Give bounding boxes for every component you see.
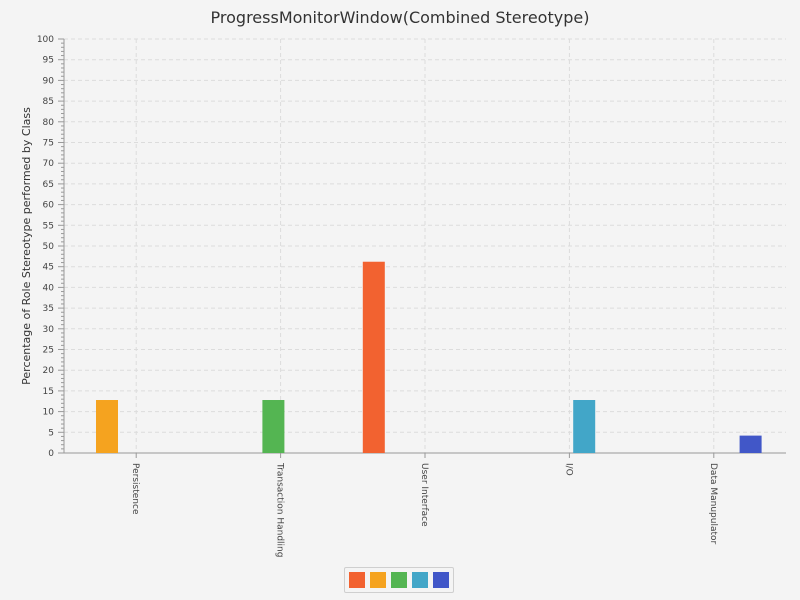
- bar: [262, 400, 285, 453]
- y-tick-label: 100: [37, 35, 54, 45]
- legend-swatch: [391, 572, 407, 588]
- y-tick-label: 10: [43, 408, 55, 418]
- x-tick-label: User Interface: [419, 463, 429, 527]
- y-tick-label: 95: [43, 56, 54, 66]
- y-tick-label: 30: [43, 325, 55, 335]
- y-tick-label: 80: [43, 118, 55, 128]
- y-tick-label: 25: [43, 346, 54, 356]
- bar: [96, 400, 118, 453]
- y-axis-title: Percentage of Role Stereotype performed …: [20, 107, 33, 385]
- y-tick-label: 55: [43, 221, 54, 231]
- legend-swatch: [412, 572, 428, 588]
- y-tick-label: 50: [43, 242, 55, 252]
- legend-swatch: [370, 572, 386, 588]
- y-tick-label: 20: [43, 366, 55, 376]
- bar: [573, 400, 596, 453]
- y-tick-label: 40: [43, 283, 55, 293]
- y-tick-label: 5: [48, 428, 54, 438]
- y-tick-label: 0: [48, 449, 54, 459]
- bar: [362, 261, 385, 453]
- label-layer: 0 5 10 15 20 25 30 35 40 45 50 55 60 65 70 75 80 85 90 95 10…: [37, 35, 718, 557]
- chart-title: ProgressMonitorWindow(Combined Stereotyp…: [210, 8, 590, 27]
- legend-swatch: [433, 572, 449, 588]
- x-tick-label: I/O: [563, 463, 573, 476]
- bar-layer: [96, 261, 762, 453]
- legend: [344, 567, 454, 593]
- y-tick-label: 15: [43, 387, 54, 397]
- x-tick-label: Data Manupulator: [708, 463, 718, 545]
- y-tick-label: 85: [43, 97, 54, 107]
- y-tick-label: 70: [43, 159, 55, 169]
- legend-swatch: [349, 572, 365, 588]
- axis-layer: [58, 38, 786, 458]
- y-tick-label: 35: [43, 304, 54, 314]
- grid-layer: [64, 38, 786, 453]
- y-tick-label: 45: [43, 263, 54, 273]
- x-tick-label: Persistence: [130, 463, 140, 515]
- y-tick-label: 65: [43, 180, 54, 190]
- x-tick-label: Transaction Handling: [275, 462, 285, 557]
- bar: [739, 435, 762, 453]
- y-tick-label: 75: [43, 139, 54, 149]
- y-tick-label: 60: [43, 201, 55, 211]
- y-tick-label: 90: [43, 76, 55, 86]
